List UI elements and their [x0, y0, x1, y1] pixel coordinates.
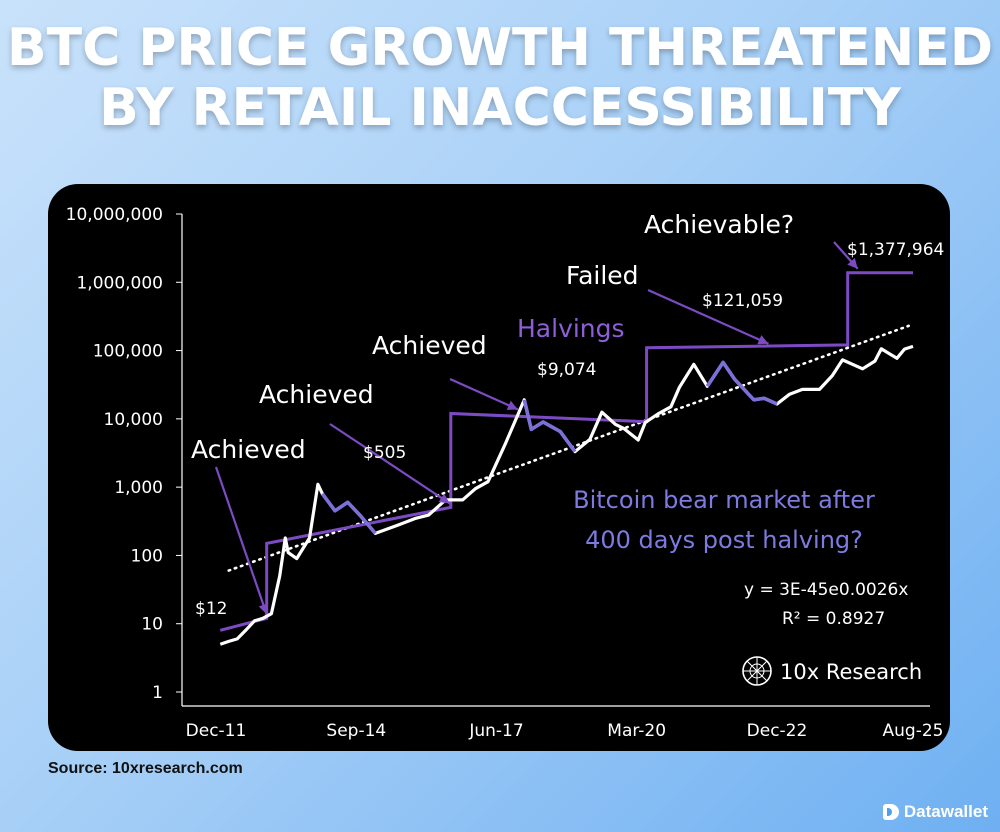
y-tick-label: 1,000,000: [76, 273, 163, 293]
x-tick-label: Dec-11: [186, 721, 247, 741]
annotation-achieved-2: Achieved: [259, 380, 374, 409]
datawallet-icon: [882, 804, 899, 820]
y-tick-label: 10,000,000: [66, 205, 163, 225]
price-label-9074: $9,074: [537, 360, 596, 380]
logo-name: 10x Research: [780, 660, 922, 684]
price-label-121059: $121,059: [702, 291, 783, 311]
source-note: Source: 10xresearch.com: [48, 760, 243, 777]
series-layer: [214, 241, 914, 646]
bear-note-line-2: 400 days post halving?: [585, 526, 863, 554]
y-tick-label: 100: [131, 546, 163, 566]
logo-mark-icon: [742, 656, 772, 686]
brand-logo: Datawallet: [882, 802, 988, 822]
annotation-arrow: [214, 466, 268, 615]
annotation-arrow: [647, 288, 769, 345]
x-tick-label: Dec-22: [747, 721, 808, 741]
title-line-1: BTC PRICE GROWTH THREATENED: [7, 18, 993, 78]
y-tick-label: 1,000: [114, 478, 163, 498]
r-squared: R² = 0.8927: [782, 609, 885, 629]
bear-note-line-1: Bitcoin bear market after: [573, 486, 875, 514]
annotation-achievable: Achievable?: [644, 210, 794, 239]
annotation-achieved-1: Achieved: [191, 435, 306, 464]
x-tick-label: Sep-14: [326, 721, 386, 741]
equation: y = 3E-45e0.0026x: [744, 580, 908, 600]
chart: 10,000,000 1,000,000 100,000 10,000 1,000 100…: [66, 205, 945, 741]
bear-market-segment: [320, 492, 377, 535]
y-tick-label: 10,000: [104, 410, 163, 430]
annotation-arrowhead: [757, 335, 769, 345]
annotation-arrowhead: [258, 603, 269, 615]
annotation-achieved-3: Achieved: [372, 331, 487, 360]
page-title: BTC PRICE GROWTH THREATENED BY RETAIL IN…: [0, 18, 1000, 138]
brand-name: Datawallet: [903, 802, 988, 821]
annotation-arrowhead: [506, 400, 518, 410]
annotation-arrow: [329, 423, 451, 505]
x-tick-label: Jun-17: [468, 721, 523, 741]
price-label-505: $505: [363, 443, 406, 463]
y-tick-label: 1: [152, 683, 163, 703]
y-tick-label: 10: [141, 615, 163, 635]
price-label-1377964: $1,377,964: [847, 240, 944, 260]
annotation-arrowhead: [438, 493, 450, 504]
title-line-2: BY RETAIL INACCESSIBILITY: [99, 78, 901, 138]
x-tick-label: Aug-25: [883, 721, 944, 741]
price-label-12: $12: [195, 599, 227, 619]
annotation-failed: Failed: [566, 261, 639, 290]
chart-card: 10,000,000 1,000,000 100,000 10,000 1,000 100…: [48, 184, 950, 751]
x-tick-label: Mar-20: [607, 721, 666, 741]
bear-market-segment: [522, 399, 577, 453]
chart-notes: Achieved Achieved Achieved Failed Achiev…: [191, 210, 944, 686]
tick-labels: 10,000,000 1,000,000 100,000 10,000 1,000 100…: [66, 205, 944, 741]
halving-step-line: [219, 271, 913, 632]
bear-market-segment: [705, 360, 778, 406]
y-tick-label: 100,000: [93, 342, 163, 362]
annotation-arrowhead: [847, 258, 858, 269]
halvings-label: Halvings: [517, 314, 625, 343]
annotation-arrow: [449, 377, 519, 411]
